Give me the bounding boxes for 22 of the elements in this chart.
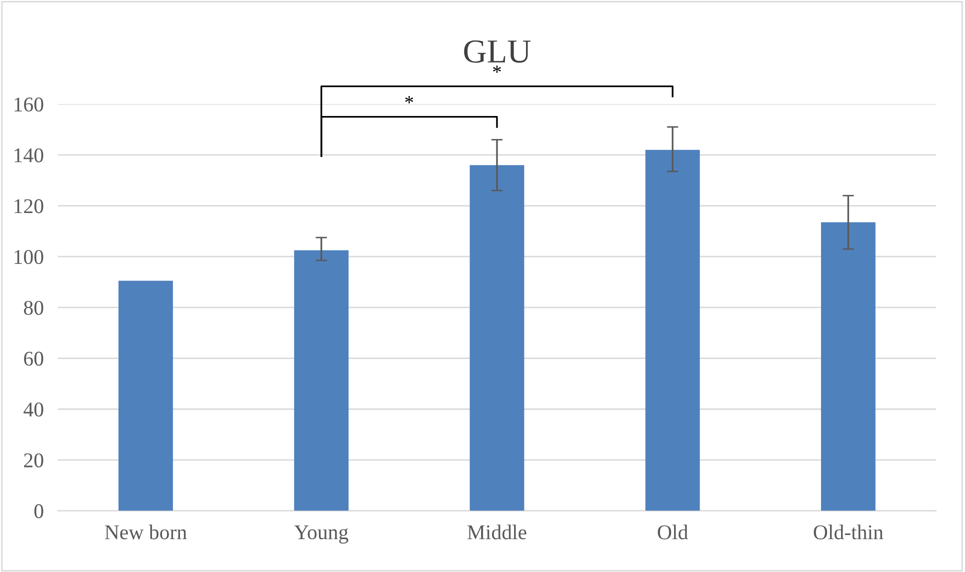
text: *: [493, 66, 501, 73]
y-tick-label: 20: [24, 453, 44, 468]
bar: [821, 222, 876, 511]
x-tick-label: Old: [658, 524, 688, 540]
bar: [645, 150, 700, 511]
y-tick-label: 0: [34, 504, 44, 518]
y-tick-label: 160: [14, 97, 44, 112]
y-tick-label: 60: [24, 352, 44, 366]
chart-title: GLU: [464, 40, 531, 63]
text: *: [405, 96, 414, 104]
x-tick-label: Middle: [467, 524, 526, 540]
x-tick-label: Young: [294, 525, 348, 544]
y-tick-label: 40: [24, 402, 44, 417]
y-tick-label: 120: [14, 199, 44, 214]
y-tick-label: 140: [14, 148, 44, 162]
y-tick-label: 80: [24, 300, 44, 315]
x-tick-label: New born: [104, 524, 187, 540]
bar: [294, 250, 349, 511]
x-tick-label: Old-thin: [814, 524, 884, 540]
bar: [470, 165, 524, 511]
y-tick-label: 100: [14, 250, 44, 264]
bar: [118, 280, 173, 511]
